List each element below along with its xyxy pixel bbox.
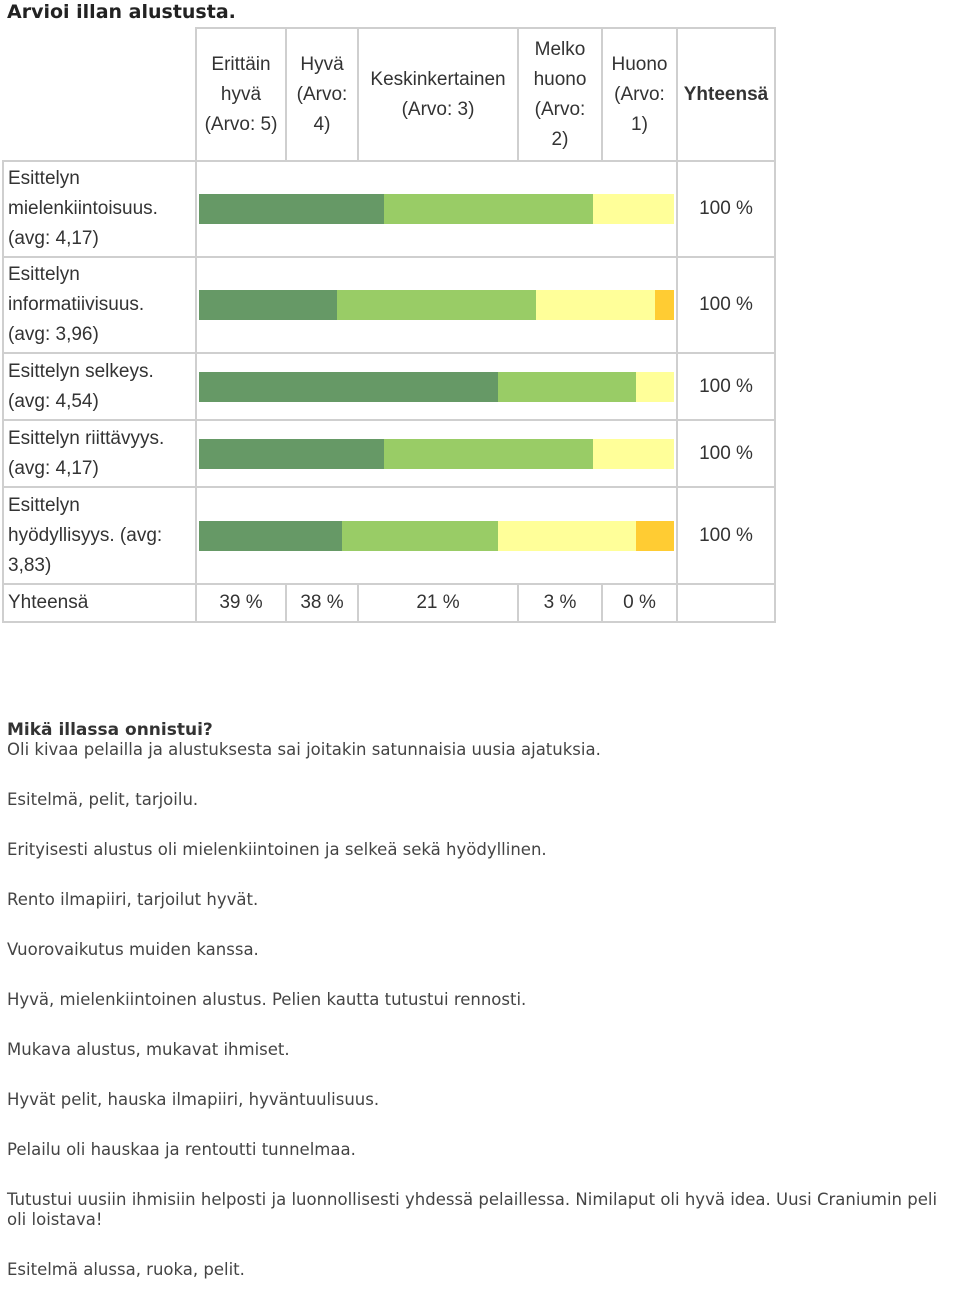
bar-segment-value-5 <box>199 371 499 402</box>
footer-total-value-5: 39 % <box>195 583 287 623</box>
footer-empty <box>676 583 776 623</box>
column-header-value-5: Erittäin hyvä (Arvo: 5) <box>195 27 287 162</box>
row-total: 100 % <box>676 419 776 488</box>
row-total: 100 % <box>676 352 776 421</box>
question-row: Esittelyn hyödyllisyys. (avg: 3,83) 100 … <box>2 486 776 585</box>
answer-text: Esitelmä, pelit, tarjoilu. <box>7 790 199 809</box>
bar-segment-value-4 <box>336 290 537 320</box>
distribution-bar-cell <box>195 419 678 488</box>
question-label: Esittelyn informatiivisuus. (avg: 3,96) <box>2 256 197 354</box>
answer-text: Hyvä, mielenkiintoinen alustus. Pelien k… <box>7 990 527 1009</box>
bar-segment-value-3 <box>593 438 674 469</box>
question-heading: Mikä illassa onnistui? <box>7 720 213 740</box>
bar-segment-value-4 <box>384 194 594 224</box>
bar-segment-value-3 <box>498 520 636 551</box>
question-label: Esittelyn hyödyllisyys. (avg: 3,83) <box>2 486 197 585</box>
question-label: Esittelyn mielenkiintoisuus. (avg: 4,17) <box>2 160 197 258</box>
column-header-value-4: Hyvä (Arvo: 4) <box>285 27 359 162</box>
question-row: Esittelyn selkeys. (avg: 4,54) 100 % <box>2 352 776 421</box>
question-row: Esittelyn riittävyys. (avg: 4,17) 100 % <box>2 419 776 488</box>
distribution-bar-cell <box>195 256 678 354</box>
question-label: Esittelyn riittävyys. (avg: 4,17) <box>2 419 197 488</box>
column-header-value-1: Huono (Arvo: 1) <box>601 27 678 162</box>
header-row: Erittäin hyvä (Arvo: 5) Hyvä (Arvo: 4) K… <box>3 27 776 162</box>
distribution-bar-cell <box>195 352 678 421</box>
answer-text: Esitelmä alussa, ruoka, pelit. <box>7 1260 245 1279</box>
answer-text: Pelailu oli hauskaa ja rentoutti tunnelm… <box>7 1140 356 1159</box>
answer-text: Tutustui uusiin ihmisiin helposti ja luo… <box>7 1190 938 1229</box>
footer-total-value-3: 21 % <box>357 583 519 623</box>
answer-text: Oli kivaa pelailla ja alustuksesta sai j… <box>7 740 601 759</box>
bar-segment-value-3 <box>636 371 674 402</box>
bar-segment-value-5 <box>199 194 385 224</box>
column-header-value-3: Keskinkertainen (Arvo: 3) <box>357 27 519 162</box>
bar-segment-value-4 <box>341 520 499 551</box>
bar-segment-value-5 <box>199 438 385 469</box>
row-total: 100 % <box>676 256 776 354</box>
bar-segment-value-2 <box>655 290 674 320</box>
distribution-bar <box>199 194 674 224</box>
bar-segment-value-3 <box>593 194 674 224</box>
row-total: 100 % <box>676 486 776 585</box>
answer-text: Mukava alustus, mukavat ihmiset. <box>7 1040 290 1059</box>
question-row: Esittelyn mielenkiintoisuus. (avg: 4,17)… <box>2 160 776 258</box>
distribution-bar <box>199 290 674 320</box>
bar-segment-value-5 <box>199 290 337 320</box>
distribution-bar <box>199 438 674 469</box>
bar-segment-value-4 <box>384 438 594 469</box>
rating-table: Erittäin hyvä (Arvo: 5) Hyvä (Arvo: 4) K… <box>2 27 776 623</box>
bar-segment-value-5 <box>199 520 342 551</box>
header-corner <box>3 28 197 162</box>
answer-text: Vuorovaikutus muiden kanssa. <box>7 940 259 959</box>
distribution-bar <box>199 371 674 402</box>
distribution-bar-cell <box>195 160 678 258</box>
row-total: 100 % <box>676 160 776 258</box>
bar-segment-value-2 <box>636 520 674 551</box>
column-header-total: Yhteensä <box>676 27 776 162</box>
footer-total-value-4: 38 % <box>285 583 359 623</box>
question-label: Esittelyn selkeys. (avg: 4,54) <box>2 352 197 421</box>
footer-label: Yhteensä <box>2 583 197 623</box>
distribution-bar-cell <box>195 486 678 585</box>
distribution-bar <box>199 520 674 551</box>
page-title: Arvioi illan alustusta. <box>7 1 236 23</box>
question-row: Esittelyn informatiivisuus. (avg: 3,96) … <box>2 256 776 354</box>
bar-segment-value-4 <box>498 371 636 402</box>
answer-text: Hyvät pelit, hauska ilmapiiri, hyväntuul… <box>7 1090 380 1109</box>
footer-row: Yhteensä 39 % 38 % 21 % 3 % 0 % <box>2 583 776 623</box>
answer-text: Erityisesti alustus oli mielenkiintoinen… <box>7 840 547 859</box>
footer-total-value-2: 3 % <box>517 583 603 623</box>
column-header-value-2: Melko huono (Arvo: 2) <box>517 27 603 162</box>
bar-segment-value-3 <box>536 290 655 320</box>
question-section: Mikä illassa onnistui? Oli kivaa pelaill… <box>7 720 957 1310</box>
answer-text: Rento ilmapiiri, tarjoilut hyvät. <box>7 890 259 909</box>
footer-total-value-1: 0 % <box>601 583 678 623</box>
